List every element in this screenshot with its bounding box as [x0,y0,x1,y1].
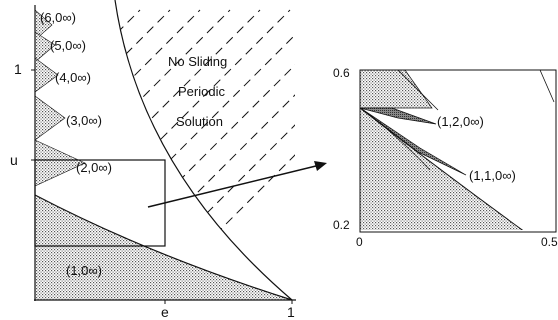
inset-plot: 0.6 0.2 0 0.5 (1,2,0∞) (1,1,0∞) [333,66,558,249]
inset-label-120: (1,2,0∞) [437,114,484,129]
inset-x-right-label: 0.5 [541,235,558,249]
inset-frame [359,69,557,233]
region-label-5: (5,0∞) [50,38,86,53]
inset-wedge-110 [361,108,467,176]
inset-top-wedge [360,70,433,109]
no-sliding-line-2: Periodic [178,84,225,99]
inset-lower-region [360,108,523,230]
upper-boundary-curve [114,0,293,301]
inset-top-wedge-edge [397,70,439,111]
no-sliding-line-1: No Sliding [168,54,227,69]
zoom-arrow [147,161,327,208]
region-label-2: (2,0∞) [76,160,112,175]
region-1-0inf-fill [35,195,292,300]
wedge-3 [34,95,66,141]
inset-wedge-120 [360,107,437,125]
region-label-1: (1,0∞) [66,263,102,278]
lower-boundary-curve [34,194,293,301]
x-tick-label-1: 1 [287,304,295,320]
region-label-4: (4,0∞) [55,70,91,85]
inset-y-bottom-label: 0.2 [333,218,350,232]
wedge-regions [34,9,86,187]
no-sliding-line-3: Solution [176,114,223,129]
region-label-6: (6,0∞) [40,10,76,25]
inset-top-right-curve [539,70,555,103]
inset-label-110: (1,1,0∞) [469,168,516,183]
y-axis-label-u: u [10,152,18,168]
region-label-3: (3,0∞) [66,113,102,128]
x-axis-label-e: e [161,304,169,320]
inset-sliver-edge [361,108,431,171]
inset-y-top-label: 0.6 [333,66,350,80]
y-tick-label-1: 1 [14,61,22,77]
inset-x-left-label: 0 [356,235,363,249]
